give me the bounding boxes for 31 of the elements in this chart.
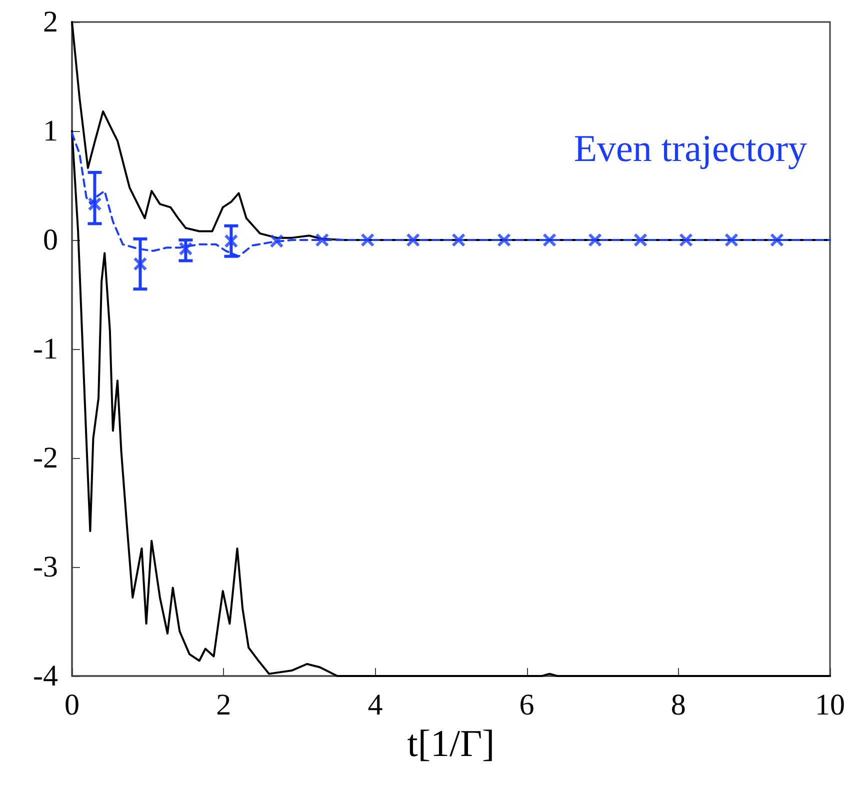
point bbox=[452, 233, 466, 247]
point bbox=[178, 242, 193, 256]
point bbox=[315, 233, 330, 247]
x-tick-label: 0 bbox=[64, 688, 80, 722]
point bbox=[224, 234, 238, 248]
y-tick-label: -2 bbox=[33, 442, 58, 474]
point bbox=[88, 197, 102, 212]
x-axis-title: t[1/Γ] bbox=[407, 722, 495, 765]
point bbox=[406, 233, 420, 247]
point bbox=[588, 233, 602, 247]
x-tick-label: 8 bbox=[670, 688, 686, 722]
point bbox=[270, 234, 284, 248]
y-tick-label: 2 bbox=[43, 6, 58, 38]
point bbox=[542, 233, 557, 247]
y-tick-label: -1 bbox=[33, 332, 58, 366]
series-label: Even trajectory bbox=[574, 128, 808, 170]
y-tick-label: -4 bbox=[33, 660, 58, 692]
point bbox=[634, 233, 648, 247]
y-tick-label: 1 bbox=[43, 114, 58, 148]
point bbox=[133, 256, 148, 271]
x-tick-label: 4 bbox=[368, 688, 383, 722]
y-tick-label: 0 bbox=[43, 224, 58, 256]
point bbox=[770, 233, 784, 247]
x-tick-label: 6 bbox=[519, 688, 534, 722]
y-tick-label: -3 bbox=[33, 550, 58, 584]
x-tick-label: 2 bbox=[216, 688, 232, 722]
point bbox=[360, 233, 375, 247]
x-tick-label: 10 bbox=[815, 688, 845, 722]
point bbox=[724, 233, 738, 247]
point bbox=[497, 233, 512, 247]
point bbox=[678, 233, 693, 247]
